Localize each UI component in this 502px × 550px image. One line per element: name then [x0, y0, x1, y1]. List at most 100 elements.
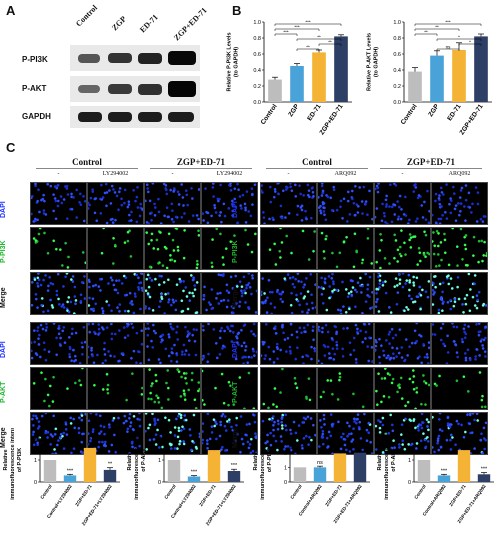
- micrograph-tile: [30, 367, 87, 410]
- significance-label: ***: [294, 25, 300, 30]
- fluorescence-texture: [145, 368, 200, 409]
- significance-label: **: [306, 45, 310, 50]
- category-label: ZGP+ED-71: [74, 483, 93, 507]
- micrograph-tile: [317, 367, 374, 410]
- y-axis-label: of P-AKT: [391, 448, 397, 472]
- group-underline: [380, 168, 482, 169]
- y-tick-label: 2: [408, 436, 411, 442]
- fluorescence-texture: [88, 273, 143, 314]
- micrograph-tile: [317, 182, 374, 225]
- micrograph-tile: [30, 322, 87, 365]
- blot-row-label-pakt: P-AKT: [22, 84, 47, 93]
- micrograph-tile: [431, 367, 488, 410]
- category-label: ZGP+ED-71: [448, 483, 467, 507]
- bar: [167, 460, 181, 482]
- micrograph-tile: [374, 227, 431, 270]
- category-label: ZGP+ED-71: [318, 103, 344, 136]
- y-axis-label: Relative: [3, 449, 9, 470]
- fluorescence-texture: [202, 368, 257, 409]
- significance-label: **: [435, 25, 439, 30]
- blot-row-label-ppi3k: P-PI3K: [22, 55, 48, 64]
- significance-label: ***: [337, 446, 344, 452]
- micrograph-tile: [87, 227, 144, 270]
- group-underline: [266, 168, 368, 169]
- micrograph-tile: [87, 182, 144, 225]
- y-tick-label: 0: [158, 480, 161, 486]
- row-label-marker: P-AKT: [0, 381, 7, 403]
- micrograph-tile: [87, 412, 144, 455]
- micrograph-tile: [260, 412, 317, 455]
- fluorescence-texture: [261, 228, 316, 269]
- row-label-marker: P-AKT: [232, 381, 239, 403]
- fluorescence-texture: [202, 228, 257, 269]
- micrograph-tile: [201, 182, 258, 225]
- fluorescence-texture: [432, 273, 487, 314]
- category-label: Control: [260, 103, 279, 126]
- significance-label: **: [424, 30, 428, 35]
- fluorescence-texture: [432, 228, 487, 269]
- blot-row-label-gapdh: GAPDH: [22, 112, 51, 121]
- y-axis-label: Relative: [127, 449, 133, 470]
- micrograph-tile: [144, 272, 201, 315]
- category-label: Control: [289, 484, 302, 500]
- row-label-dapi: DAPI: [232, 340, 239, 358]
- bar: [457, 450, 471, 482]
- micrograph-tile: [201, 322, 258, 365]
- fluorescence-texture: [261, 183, 316, 224]
- significance-label: ***: [191, 470, 198, 476]
- y-tick-label: 0.0: [253, 100, 261, 106]
- y-axis-label: Relative: [253, 449, 259, 470]
- bar: [313, 467, 327, 482]
- micrograph-tile: [431, 182, 488, 225]
- bar: [477, 474, 491, 482]
- fluorescence-texture: [202, 273, 257, 314]
- y-axis-label: of P-AKT: [141, 448, 147, 472]
- fluorescence-texture: [88, 323, 143, 364]
- y-tick-label: 1.0: [393, 20, 401, 26]
- fluorescence-texture: [145, 273, 200, 314]
- y-tick-label: 1: [158, 458, 161, 464]
- panel-b-letter: B: [232, 3, 242, 18]
- fluorescence-texture: [261, 413, 316, 454]
- fluorescence-texture: [261, 323, 316, 364]
- fluorescence-texture: [88, 413, 143, 454]
- y-tick-label: 0: [284, 480, 287, 486]
- column-header: ARQ092: [334, 171, 357, 177]
- fluorescence-texture: [88, 228, 143, 269]
- blot-label-control: Control: [74, 3, 100, 29]
- y-axis-label: of P-PI3K: [267, 448, 273, 472]
- y-tick-label: 0.8: [393, 36, 401, 42]
- bar: [474, 36, 488, 102]
- fluorescence-texture: [202, 323, 257, 364]
- micrograph-tile: [260, 367, 317, 410]
- y-axis-label: immunofluorescence intensity: [134, 428, 140, 500]
- category-label: ZGP: [427, 103, 441, 119]
- fluorescence-texture: [202, 413, 257, 454]
- micrograph-tile: [201, 367, 258, 410]
- micrograph-tile: [260, 227, 317, 270]
- y-axis-label: Relative P-PI3K Levels: [227, 32, 233, 91]
- blot-strip-gapdh: [70, 106, 200, 128]
- significance-label: ***: [283, 30, 289, 35]
- y-tick-label: 2: [158, 436, 161, 442]
- fluorescence-texture: [318, 368, 373, 409]
- fluorescence-texture: [88, 368, 143, 409]
- fluorescence-texture: [261, 368, 316, 409]
- column-header: -: [287, 171, 290, 177]
- panel-a-letter: A: [6, 3, 16, 18]
- bar: [293, 467, 307, 482]
- significance-label: **: [108, 462, 113, 468]
- micrograph-tile: [30, 182, 87, 225]
- micrograph-tile: [374, 322, 431, 365]
- micrograph-tile: [374, 182, 431, 225]
- chart-b-ppi3k: 0.0 0.2 0.4 0.6 0.8 1.0 Relative P-PI3K Levels…: [227, 20, 352, 136]
- micrograph-tile: [144, 227, 201, 270]
- y-axis-label: (to GAPDH): [234, 47, 240, 77]
- micrograph-tile: [317, 227, 374, 270]
- group-underline: [36, 168, 138, 169]
- y-tick-label: 0: [408, 480, 411, 486]
- chart-b-pakt: 0.0 0.2 0.4 0.6 0.8 1.0 Relative P-AKT Levels(…: [367, 20, 492, 136]
- group-title: ZGP+ED-71: [176, 157, 226, 167]
- fluorescence-texture: [318, 228, 373, 269]
- category-label: Control: [39, 484, 52, 500]
